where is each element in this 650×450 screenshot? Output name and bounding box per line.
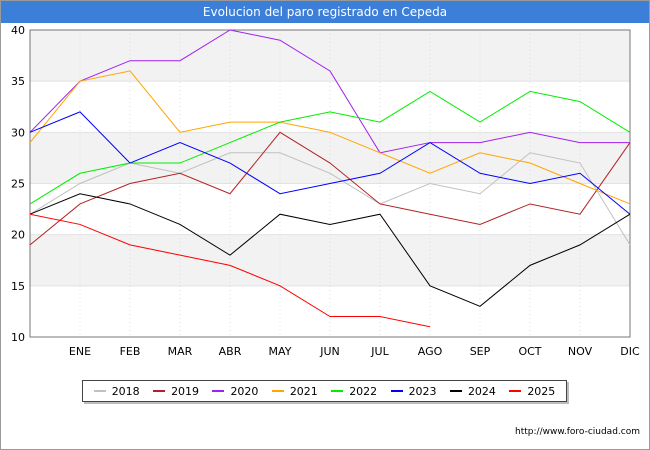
legend-swatch bbox=[331, 390, 344, 392]
legend-swatch bbox=[449, 390, 462, 392]
legend-label: 2024 bbox=[467, 384, 496, 398]
x-tick-label: JUL bbox=[370, 345, 389, 358]
legend-swatch bbox=[212, 390, 225, 392]
legend-label: 2023 bbox=[408, 384, 437, 398]
legend-label: 2025 bbox=[527, 384, 556, 398]
legend-swatch bbox=[390, 390, 403, 392]
y-tick-label: 10 bbox=[11, 331, 25, 344]
x-tick-label: DIC bbox=[620, 345, 640, 358]
legend-item-2023: 2023 bbox=[390, 384, 437, 398]
y-tick-label: 40 bbox=[11, 24, 25, 37]
series-line-2023 bbox=[29, 111, 631, 215]
y-tick-label: 30 bbox=[11, 126, 25, 139]
y-tick-label: 15 bbox=[11, 280, 25, 293]
y-tick-label: 20 bbox=[11, 229, 25, 242]
legend-swatch bbox=[271, 390, 284, 392]
y-tick-label: 35 bbox=[11, 75, 25, 88]
legend-label: 2018 bbox=[111, 384, 140, 398]
x-tick-label: MAR bbox=[168, 345, 193, 358]
x-tick-label: SEP bbox=[470, 345, 491, 358]
legend-label: 2020 bbox=[230, 384, 259, 398]
chart-legend: 2018 2019 2020 2021 2022 2023 2024 2025 bbox=[82, 380, 567, 402]
series-line-2021 bbox=[29, 70, 631, 205]
legend-swatch bbox=[93, 390, 106, 392]
series-line-2025 bbox=[29, 213, 431, 328]
series-line-2019 bbox=[29, 131, 631, 246]
chart-title: Evolucion del paro registrado en Cepeda bbox=[1, 1, 649, 23]
grid-band bbox=[30, 234, 630, 286]
legend-item-2025: 2025 bbox=[509, 385, 555, 398]
legend-item-2024: 2024 bbox=[449, 384, 496, 398]
legend-item-2019: 2019 bbox=[153, 385, 199, 398]
legend-item-2021: 2021 bbox=[271, 384, 318, 398]
x-tick-label: JUN bbox=[319, 345, 340, 358]
legend-item-2020: 2020 bbox=[212, 385, 258, 398]
x-tick-label: OCT bbox=[518, 345, 541, 358]
x-tick-label: AGO bbox=[418, 345, 443, 358]
legend-swatch bbox=[509, 390, 522, 392]
legend-swatch bbox=[153, 390, 166, 392]
x-tick-label: ABR bbox=[219, 345, 242, 358]
grid-band bbox=[30, 30, 630, 82]
grid-band bbox=[30, 132, 630, 184]
y-tick-label: 25 bbox=[11, 178, 25, 191]
x-tick-label: FEB bbox=[120, 345, 141, 358]
series-line-2020 bbox=[29, 29, 630, 154]
x-tick-label: ENE bbox=[69, 345, 91, 358]
source-url: http://www.foro-ciudad.com bbox=[515, 427, 640, 437]
legend-item-2022: 2022 bbox=[331, 385, 377, 398]
legend-label: 2021 bbox=[289, 384, 318, 398]
x-tick-label: MAY bbox=[269, 345, 292, 358]
plot-border bbox=[29, 29, 631, 338]
series-line-2024 bbox=[29, 193, 631, 307]
legend-item-2018: 2018 bbox=[93, 384, 140, 398]
legend-label: 2019 bbox=[171, 384, 200, 398]
x-tick-label: NOV bbox=[568, 345, 593, 358]
legend-label: 2022 bbox=[349, 384, 378, 398]
